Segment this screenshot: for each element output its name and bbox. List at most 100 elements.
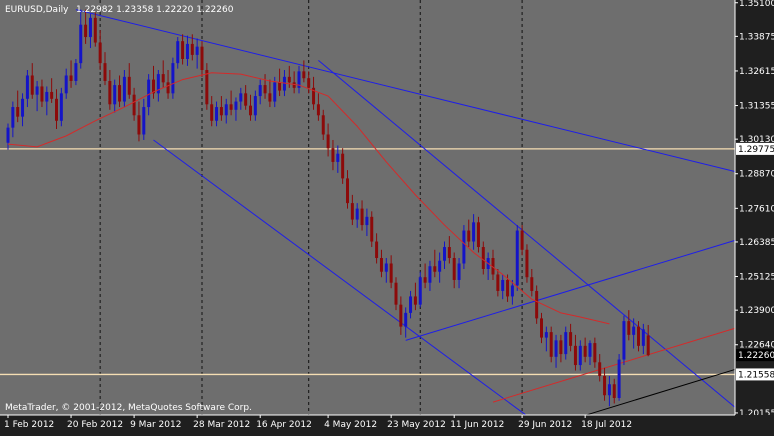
candle[interactable] — [25, 69, 29, 108]
candle[interactable] — [118, 75, 122, 108]
candle[interactable] — [229, 90, 233, 116]
candle[interactable] — [535, 285, 539, 324]
candle[interactable] — [404, 307, 408, 338]
trendline[interactable] — [405, 238, 741, 341]
candle[interactable] — [447, 236, 451, 264]
candle[interactable] — [35, 80, 39, 112]
candle[interactable] — [384, 258, 388, 283]
candle[interactable] — [409, 290, 413, 319]
candle[interactable] — [21, 93, 25, 127]
candle[interactable] — [355, 203, 359, 228]
candle[interactable] — [501, 274, 505, 300]
candle[interactable] — [185, 35, 189, 66]
candle[interactable] — [472, 214, 476, 250]
candle[interactable] — [413, 282, 417, 311]
candle[interactable] — [98, 30, 102, 70]
trendline[interactable] — [565, 367, 741, 422]
candle[interactable] — [321, 109, 325, 140]
candle[interactable] — [326, 123, 330, 157]
candle[interactable] — [219, 96, 223, 121]
candle[interactable] — [418, 271, 422, 308]
candle[interactable] — [108, 69, 112, 110]
candle[interactable] — [365, 208, 369, 237]
candle[interactable] — [627, 310, 631, 341]
candle[interactable] — [181, 34, 185, 65]
candle[interactable] — [573, 334, 577, 371]
candle[interactable] — [622, 315, 626, 366]
candle[interactable] — [462, 225, 466, 269]
candle[interactable] — [530, 268, 534, 297]
candle[interactable] — [297, 65, 301, 94]
candle[interactable] — [176, 37, 180, 69]
candle[interactable] — [564, 326, 568, 360]
candle[interactable] — [190, 34, 194, 61]
candle[interactable] — [30, 63, 34, 99]
candle[interactable] — [491, 249, 495, 280]
candle[interactable] — [341, 148, 345, 184]
candle[interactable] — [336, 145, 340, 173]
candle[interactable] — [302, 60, 306, 83]
candle[interactable] — [161, 60, 165, 88]
trendline[interactable] — [153, 139, 528, 417]
candle[interactable] — [350, 194, 354, 226]
candle[interactable] — [525, 244, 529, 283]
candle[interactable] — [103, 52, 107, 86]
candle[interactable] — [11, 101, 15, 138]
candle[interactable] — [607, 376, 611, 407]
candle[interactable] — [156, 69, 160, 102]
candle[interactable] — [375, 233, 379, 264]
candle[interactable] — [428, 260, 432, 291]
candle[interactable] — [399, 296, 403, 335]
candle[interactable] — [224, 98, 228, 124]
trendline[interactable] — [318, 59, 741, 413]
candle[interactable] — [549, 326, 553, 363]
candle[interactable] — [617, 354, 621, 401]
candle[interactable] — [215, 101, 219, 127]
candle[interactable] — [171, 57, 175, 99]
candle[interactable] — [132, 87, 136, 121]
candle[interactable] — [84, 9, 88, 44]
candle[interactable] — [433, 249, 437, 278]
candle[interactable] — [569, 323, 573, 352]
candle[interactable] — [510, 279, 514, 305]
candle[interactable] — [438, 252, 442, 283]
candle[interactable] — [646, 324, 650, 357]
candle[interactable] — [210, 96, 214, 127]
candle[interactable] — [598, 354, 602, 382]
candle[interactable] — [476, 216, 480, 253]
candle[interactable] — [316, 93, 320, 121]
candle[interactable] — [544, 326, 548, 352]
candle[interactable] — [389, 255, 393, 289]
candle[interactable] — [205, 63, 209, 110]
candle[interactable] — [93, 12, 97, 47]
candle[interactable] — [127, 63, 131, 99]
candle[interactable] — [520, 225, 524, 256]
candle[interactable] — [637, 321, 640, 352]
candle[interactable] — [554, 334, 558, 368]
candle[interactable] — [481, 241, 485, 275]
candle[interactable] — [423, 263, 427, 289]
candle[interactable] — [16, 90, 20, 123]
candle[interactable] — [59, 87, 63, 127]
candle[interactable] — [122, 69, 126, 108]
trendline[interactable] — [75, 9, 741, 174]
candle[interactable] — [452, 252, 456, 289]
candle[interactable] — [137, 101, 141, 142]
candle[interactable] — [307, 71, 311, 94]
candle[interactable] — [239, 87, 243, 110]
candle[interactable] — [292, 71, 296, 94]
candle[interactable] — [312, 76, 316, 110]
candle[interactable] — [379, 249, 383, 278]
candle[interactable] — [249, 94, 252, 121]
candle[interactable] — [583, 337, 587, 363]
candle[interactable] — [142, 98, 146, 140]
candle[interactable] — [166, 69, 170, 99]
candle[interactable] — [74, 59, 78, 86]
candle[interactable] — [496, 268, 500, 297]
candle[interactable] — [88, 13, 92, 49]
candle[interactable] — [69, 60, 73, 88]
candle[interactable] — [268, 79, 272, 108]
candle[interactable] — [346, 170, 349, 209]
candle[interactable] — [244, 85, 248, 110]
